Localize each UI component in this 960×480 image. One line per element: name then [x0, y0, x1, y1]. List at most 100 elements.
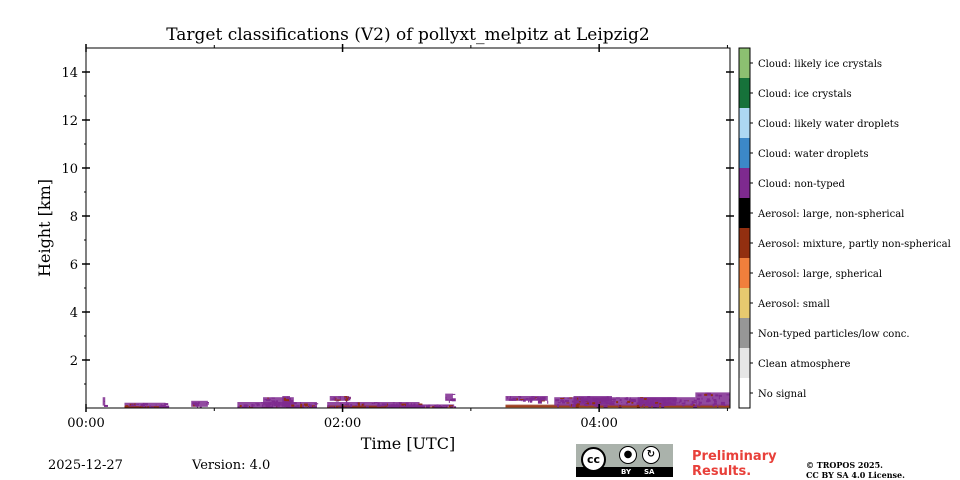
signal-pixel — [571, 404, 576, 408]
signal-pixel — [592, 397, 594, 401]
signal-pixel — [602, 399, 606, 402]
signal-pixel — [331, 398, 334, 400]
signal-pixel — [693, 399, 697, 402]
signal-pixel — [616, 401, 619, 404]
signal-pixel — [445, 405, 449, 407]
signal-pixel — [605, 402, 608, 405]
signal-pixel — [371, 403, 374, 405]
signal-pixel — [266, 399, 271, 402]
signal-pixel — [652, 398, 657, 401]
signal-pixel — [649, 402, 653, 406]
signal-pixel — [294, 405, 299, 408]
colorbar-swatch — [739, 228, 750, 258]
signal-pixel — [437, 405, 441, 408]
signal-pixel — [701, 397, 703, 400]
colorbar-swatch — [739, 138, 750, 168]
signal-pixel — [576, 397, 579, 401]
signal-pixel — [515, 398, 518, 401]
colorbar-label: No signal — [758, 389, 806, 400]
signal-pixel — [593, 398, 597, 401]
signal-pixel — [285, 403, 290, 406]
signal-pixel — [712, 397, 714, 400]
signal-pixel — [718, 395, 721, 397]
signal-pixel — [519, 399, 524, 401]
signal-pixel — [537, 399, 541, 401]
signal-pixel — [133, 403, 136, 405]
signal-pixel — [392, 402, 395, 404]
signal-pixel — [647, 402, 651, 405]
signal-pixel — [522, 398, 526, 402]
signal-pixel — [256, 403, 260, 406]
signal-pixel — [631, 401, 634, 404]
signal-pixel — [395, 405, 400, 408]
signal-pixel — [299, 405, 303, 408]
colorbar-swatch — [739, 78, 750, 108]
signal-pixel — [390, 404, 394, 407]
signal-pixel — [679, 399, 682, 403]
signal-pixel — [243, 404, 248, 408]
signal-pixel — [300, 402, 302, 405]
signal-pixel — [569, 397, 573, 399]
signal-pixel — [140, 404, 144, 407]
signal-pixel — [557, 402, 561, 404]
y-tick-label: 4 — [70, 306, 78, 321]
signal-pixel — [607, 399, 612, 401]
signal-pixel — [604, 401, 607, 403]
signal-pixel — [531, 396, 535, 398]
signal-pixel — [289, 402, 291, 404]
signal-pixel — [425, 405, 430, 408]
signal-pixel — [681, 403, 685, 405]
signal-pixel — [569, 404, 572, 407]
signal-pixel — [528, 400, 530, 403]
signal-pixel — [607, 402, 612, 404]
x-tick-label: 02:00 — [324, 416, 361, 431]
signal-pixel — [532, 397, 535, 400]
signal-pixel — [289, 406, 292, 408]
signal-pixel — [335, 400, 339, 402]
signal-pixel — [338, 406, 341, 408]
signal-pixel — [610, 402, 615, 406]
colorbar-swatch — [739, 348, 750, 378]
signal-pixel — [346, 406, 349, 408]
signal-pixel — [377, 402, 380, 405]
signal-pixel — [506, 396, 508, 399]
signal-pixel — [638, 400, 643, 403]
signal-pixel — [604, 399, 606, 402]
signal-pixel — [314, 403, 319, 405]
signal-pixel — [336, 399, 341, 401]
signal-pixel — [134, 405, 137, 407]
signal-pixel — [334, 405, 336, 408]
signal-pixel — [435, 405, 438, 408]
signal-pixel — [584, 403, 588, 406]
signal-pixel — [539, 397, 542, 399]
signal-pixel — [271, 397, 274, 399]
signal-pixel — [650, 398, 653, 400]
signal-pixel — [560, 399, 563, 401]
signal-pixel — [262, 404, 264, 407]
signal-pixel — [449, 405, 454, 408]
signal-pixel — [290, 399, 294, 403]
signal-pixel — [303, 403, 307, 406]
by-label: BY — [621, 468, 632, 476]
signal-pixel — [266, 405, 270, 407]
y-axis-label: Height [km] — [35, 179, 54, 277]
signal-pixel — [448, 399, 450, 403]
signal-pixel — [398, 402, 402, 405]
signal-pixel — [452, 393, 456, 395]
signal-pixel — [584, 398, 589, 402]
signal-pixel — [267, 397, 269, 401]
signal-pixel — [690, 403, 694, 406]
signal-pixel — [598, 402, 600, 404]
signal-pixel — [687, 400, 689, 402]
signal-pixel — [273, 403, 276, 406]
signal-pixel — [344, 404, 347, 406]
signal-pixel — [720, 401, 725, 405]
signal-pixel — [664, 402, 668, 405]
colorbar-label: Aerosol: large, non-spherical — [757, 209, 904, 220]
signal-pixel — [302, 404, 305, 408]
badge-band — [576, 467, 673, 477]
signal-pixel — [573, 397, 577, 400]
signal-pixel — [653, 401, 656, 405]
signal-pixel — [579, 396, 581, 399]
signal-pixel — [659, 399, 662, 401]
